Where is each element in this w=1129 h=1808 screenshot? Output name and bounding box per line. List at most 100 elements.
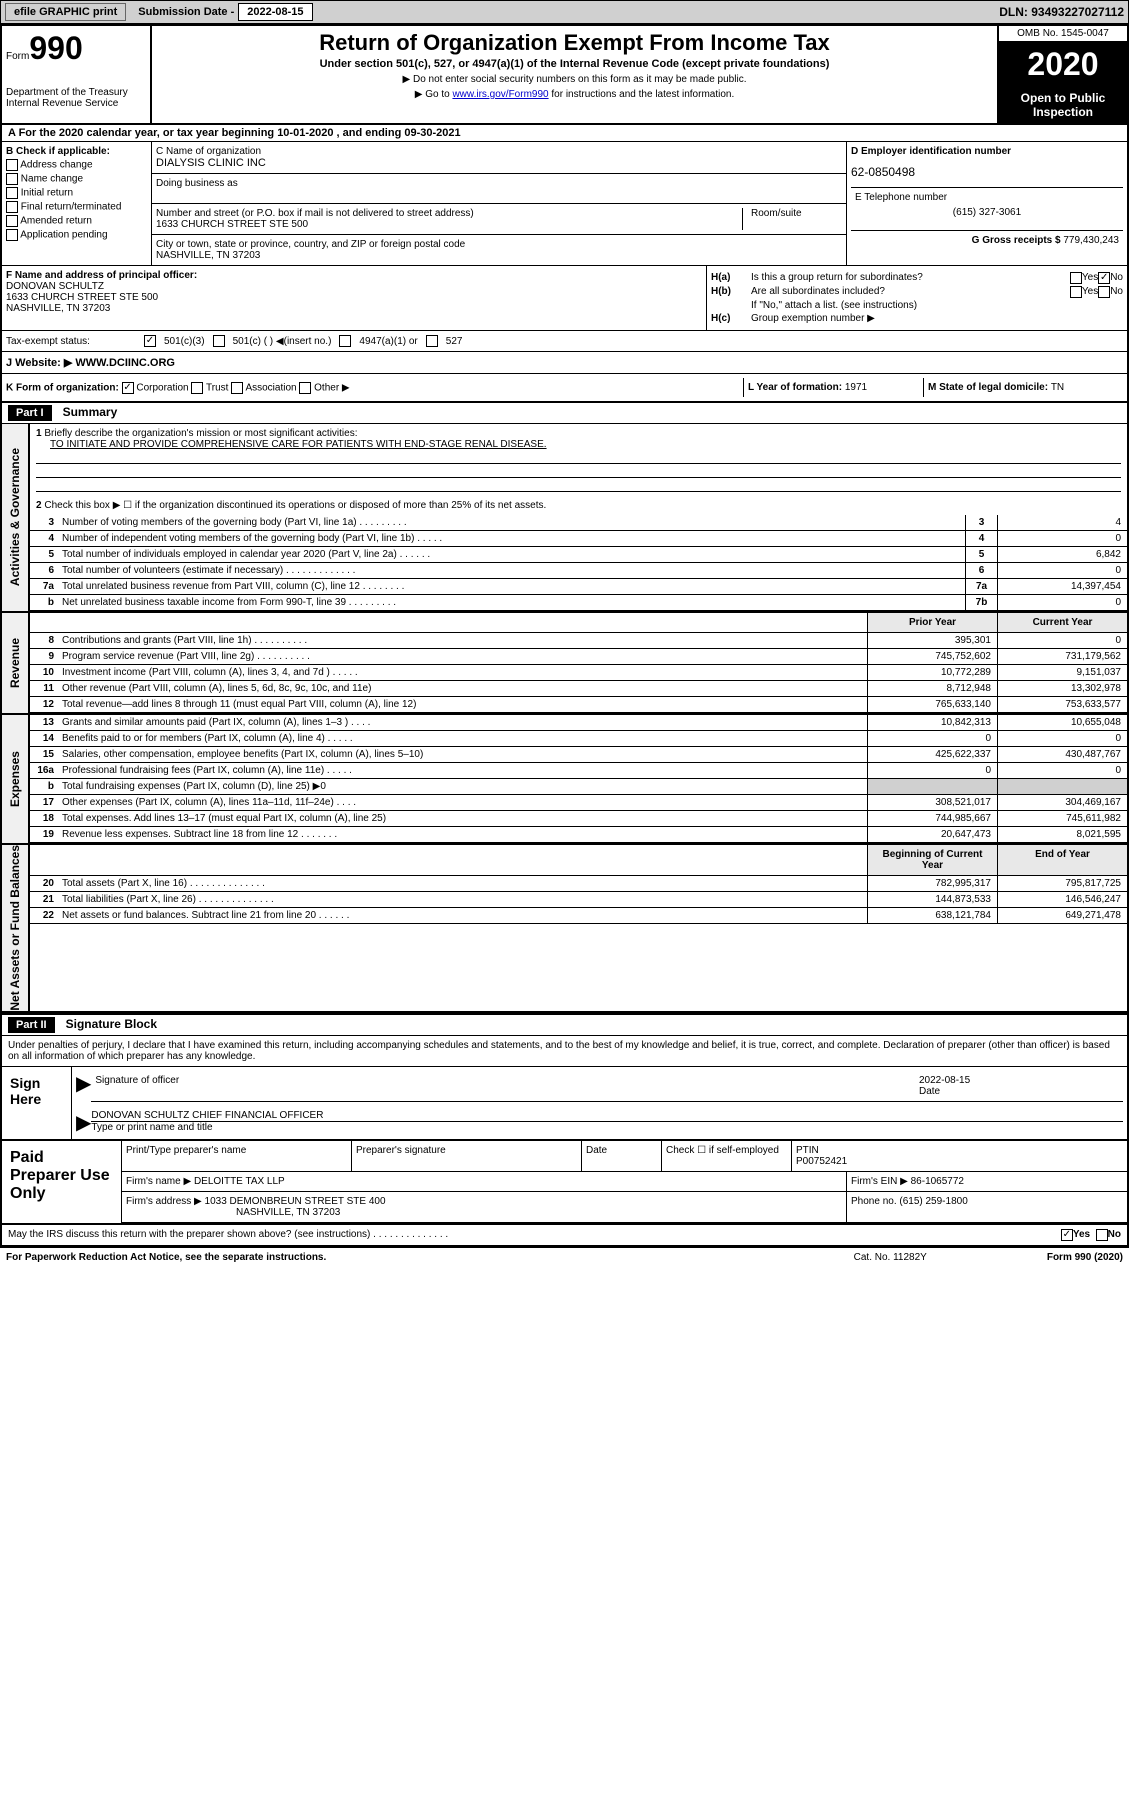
checkbox-amended[interactable] (6, 215, 18, 227)
room-suite-label: Room/suite (742, 208, 842, 230)
street-label: Number and street (or P.O. box if mail i… (156, 208, 742, 219)
checkbox-discuss-yes[interactable] (1061, 1229, 1073, 1241)
ptin-value: P00752421 (796, 1156, 847, 1167)
ha-label: H(a) (711, 272, 751, 284)
checkbox-hb-yes[interactable] (1070, 286, 1082, 298)
part2-title: Signature Block (66, 1017, 157, 1031)
checkbox-hb-no[interactable] (1098, 286, 1110, 298)
org-name: DIALYSIS CLINIC INC (156, 157, 842, 169)
line-21: 21 Total liabilities (Part X, line 26) .… (30, 892, 1127, 908)
form-title: Return of Organization Exempt From Incom… (156, 30, 993, 56)
form-word: Form (6, 51, 29, 62)
line-5: 5 Total number of individuals employed i… (30, 547, 1127, 563)
form-footer: Form 990 (2020) (1047, 1252, 1123, 1263)
firm-ein-label: Firm's EIN ▶ (851, 1176, 908, 1187)
form-org-label: K Form of organization: (6, 382, 119, 393)
part1-title: Summary (63, 405, 118, 419)
efile-print-button[interactable]: efile GRAPHIC print (5, 3, 126, 21)
row-a-tax-year: A For the 2020 calendar year, or tax yea… (2, 125, 1127, 142)
paid-preparer-label: Paid Preparer Use Only (2, 1141, 122, 1223)
year-formation: 1971 (845, 382, 867, 393)
firm-addr-label: Firm's address ▶ (126, 1196, 202, 1207)
city-state-zip: NASHVILLE, TN 37203 (156, 250, 842, 261)
form-subtitle: Under section 501(c), 527, or 4947(a)(1)… (156, 58, 993, 70)
governance-section: Activities & Governance 1 Briefly descri… (2, 424, 1127, 613)
hb-note: If "No," attach a list. (see instruction… (711, 300, 1123, 311)
line-b: b Net unrelated business taxable income … (30, 595, 1127, 611)
checkbox-ha-yes[interactable] (1070, 272, 1082, 284)
section-f-h: F Name and address of principal officer:… (2, 266, 1127, 331)
officer-name: DONOVAN SCHULTZ (6, 281, 702, 292)
checkbox-final-return[interactable] (6, 201, 18, 213)
section-b-to-g: B Check if applicable: Address change Na… (2, 142, 1127, 266)
checkbox-ha-no[interactable] (1098, 272, 1110, 284)
hc-label: H(c) (711, 313, 751, 324)
officer-addr1: 1633 CHURCH STREET STE 500 (6, 292, 702, 303)
officer-print-name: DONOVAN SCHULTZ CHIEF FINANCIAL OFFICER (91, 1110, 1123, 1122)
print-name-label: Type or print name and title (91, 1122, 1123, 1133)
line-3: 3 Number of voting members of the govern… (30, 515, 1127, 531)
line-22: 22 Net assets or fund balances. Subtract… (30, 908, 1127, 924)
checkbox-527[interactable] (426, 335, 438, 347)
side-revenue: Revenue (8, 638, 22, 688)
line-12: 12 Total revenue—add lines 8 through 11 … (30, 697, 1127, 713)
checkbox-other[interactable] (299, 382, 311, 394)
prep-date-label: Date (582, 1141, 662, 1171)
line-9: 9 Program service revenue (Part VIII, li… (30, 649, 1127, 665)
line-13: 13 Grants and similar amounts paid (Part… (30, 715, 1127, 731)
submission-date: 2022-08-15 (238, 3, 312, 21)
side-expenses: Expenses (8, 751, 22, 807)
net-assets-section: Net Assets or Fund Balances Beginning of… (2, 845, 1127, 1013)
firm-name: DELOITTE TAX LLP (194, 1176, 285, 1187)
line-7a: 7a Total unrelated business revenue from… (30, 579, 1127, 595)
expenses-section: Expenses 13 Grants and similar amounts p… (2, 715, 1127, 845)
checkbox-address-change[interactable] (6, 159, 18, 171)
top-bar: efile GRAPHIC print Submission Date - 20… (0, 0, 1129, 24)
current-year-header: Current Year (997, 613, 1127, 632)
line-b: b Total fundraising expenses (Part IX, c… (30, 779, 1127, 795)
checkbox-4947[interactable] (339, 335, 351, 347)
dept-treasury: Department of the Treasury Internal Reve… (6, 87, 146, 109)
state-domicile-label: M State of legal domicile: (928, 382, 1051, 393)
website-row: J Website: ▶ WWW.DCIINC.ORG (2, 352, 1127, 374)
checkbox-501c[interactable] (213, 335, 225, 347)
irs-link[interactable]: www.irs.gov/Form990 (452, 89, 548, 100)
row-k: K Form of organization: Corporation Trus… (2, 374, 1127, 403)
state-domicile: TN (1051, 382, 1064, 393)
paid-preparer-section: Paid Preparer Use Only Print/Type prepar… (2, 1139, 1127, 1223)
line-10: 10 Investment income (Part VIII, column … (30, 665, 1127, 681)
firm-phone-label: Phone no. (851, 1196, 899, 1207)
note2-pre: ▶ Go to (415, 89, 453, 100)
website-label: J Website: ▶ (6, 357, 72, 369)
checkbox-501c3[interactable] (144, 335, 156, 347)
checkbox-association[interactable] (231, 382, 243, 394)
dln: DLN: 93493227027112 (999, 5, 1124, 19)
sign-here-label: Sign Here (2, 1067, 72, 1139)
prep-name-label: Print/Type preparer's name (122, 1141, 352, 1171)
begin-year-header: Beginning of Current Year (867, 845, 997, 875)
gross-label: G Gross receipts $ (972, 235, 1064, 246)
form-number: 990 (29, 30, 82, 66)
checkbox-name-change[interactable] (6, 173, 18, 185)
checkbox-initial-return[interactable] (6, 187, 18, 199)
side-governance: Activities & Governance (8, 448, 22, 586)
checkbox-pending[interactable] (6, 229, 18, 241)
line-11: 11 Other revenue (Part VIII, column (A),… (30, 681, 1127, 697)
phone-value: (615) 327-3061 (855, 207, 1119, 218)
officer-addr2: NASHVILLE, TN 37203 (6, 303, 702, 314)
line-19: 19 Revenue less expenses. Subtract line … (30, 827, 1127, 843)
prior-year-header: Prior Year (867, 613, 997, 632)
line-18: 18 Total expenses. Add lines 13–17 (must… (30, 811, 1127, 827)
checkbox-trust[interactable] (191, 382, 203, 394)
city-label: City or town, state or province, country… (156, 239, 842, 250)
note2-post: for instructions and the latest informat… (549, 89, 735, 100)
sign-arrow-icon-2: ▶ (76, 1110, 91, 1135)
firm-ein: 86-1065772 (911, 1176, 964, 1187)
q2-text: Check this box ▶ ☐ if the organization d… (44, 500, 546, 511)
tax-status-label: Tax-exempt status: (6, 336, 136, 347)
org-name-label: C Name of organization (156, 146, 842, 157)
discuss-question: May the IRS discuss this return with the… (8, 1229, 1061, 1241)
checkbox-corporation[interactable] (122, 382, 134, 394)
checkbox-discuss-no[interactable] (1096, 1229, 1108, 1241)
part1-header: Part I (8, 405, 52, 421)
